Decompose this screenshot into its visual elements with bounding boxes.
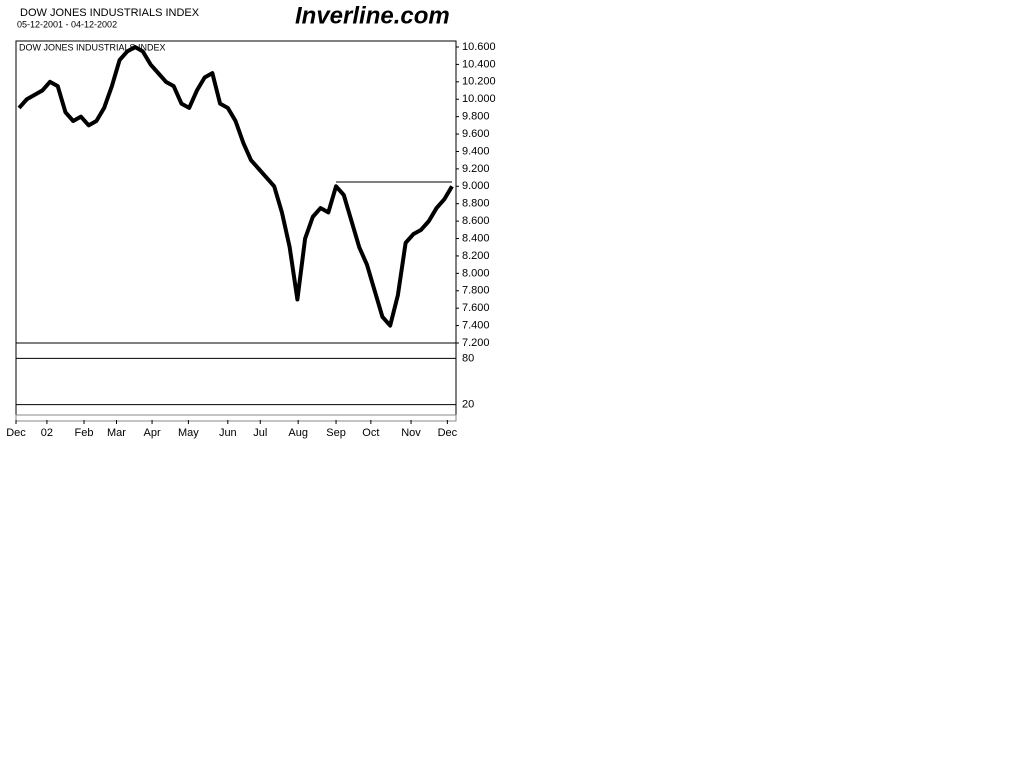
- y-tick-label: 9.000: [462, 180, 490, 192]
- x-tick-label: Apr: [143, 427, 160, 439]
- x-tick-label: Nov: [401, 427, 421, 439]
- y-tick-label: 80: [462, 352, 474, 364]
- x-tick-label: Oct: [362, 427, 379, 439]
- y-tick-label: 8.200: [462, 250, 490, 262]
- y-tick-label: 9.200: [462, 163, 490, 175]
- y-tick-label: 10.000: [462, 93, 496, 105]
- y-tick-label: 10.200: [462, 76, 496, 88]
- header-title: DOW JONES INDUSTRIALS INDEX: [20, 7, 200, 19]
- x-tick-label: Aug: [288, 427, 308, 439]
- logo: Inverline.com: [295, 2, 450, 29]
- y-tick-label: 8.600: [462, 215, 490, 227]
- date-range: 05-12-2001 - 04-12-2002: [17, 19, 117, 29]
- frame: [15, 40, 457, 421]
- y-tick-label: 8.800: [462, 198, 490, 210]
- y-tick-label: 7.200: [462, 337, 490, 349]
- y-tick-label: 10.600: [462, 41, 496, 53]
- x-tick-label: May: [178, 427, 199, 439]
- y-tick-label: 20: [462, 399, 474, 411]
- y-tick-label: 8.400: [462, 232, 490, 244]
- price-line: [17, 45, 454, 328]
- y-tick-label: 8.000: [462, 267, 490, 279]
- x-tick-label: Mar: [107, 427, 126, 439]
- x-tick-label: Dec: [438, 427, 458, 439]
- x-tick-label: Sep: [326, 427, 346, 439]
- y-tick-label: 10.400: [462, 58, 496, 70]
- y-tick-label: 7.600: [462, 302, 490, 314]
- y-tick-label: 9.800: [462, 111, 490, 123]
- y-tick-label: 7.800: [462, 285, 490, 297]
- y-tick-label: 7.400: [462, 319, 490, 331]
- x-tick-label: Jul: [253, 427, 267, 439]
- x-tick-label: Jun: [219, 427, 237, 439]
- y-tick-label: 9.600: [462, 128, 490, 140]
- x-tick-label: Feb: [75, 427, 94, 439]
- x-tick-label: Dec: [6, 427, 26, 439]
- panel-title: DOW JONES INDUSTRIALS INDEX: [19, 42, 166, 52]
- x-tick-label: 02: [41, 427, 53, 439]
- scrollbar: [15, 414, 457, 422]
- y-tick-label: 9.400: [462, 145, 490, 157]
